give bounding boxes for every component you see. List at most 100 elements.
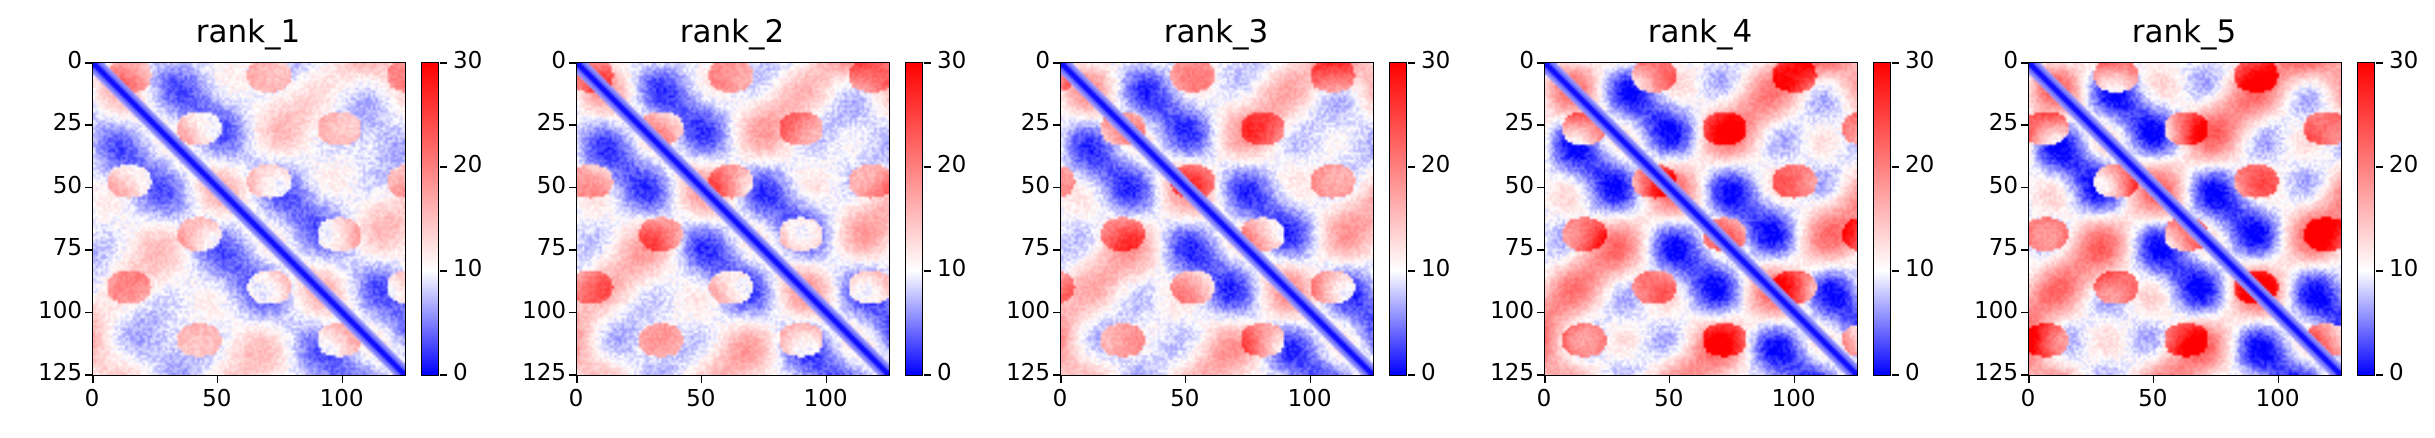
x-tick-label: 0 <box>1536 386 1552 412</box>
colorbar-tick-label: 30 <box>2389 48 2419 74</box>
panel-title: rank_2 <box>679 14 785 50</box>
y-tick-mark <box>85 186 92 189</box>
colorbar-tick-mark <box>924 166 931 168</box>
x-tick-mark <box>1060 376 1062 383</box>
y-tick-label: 125 <box>1974 360 2018 386</box>
y-tick-label: 0 <box>1519 48 1534 74</box>
colorbar-tick-label: 20 <box>1421 152 1451 178</box>
y-tick-mark <box>2021 186 2028 189</box>
colorbar-tick-label: 20 <box>937 152 967 178</box>
heatmap-image <box>2029 63 2341 375</box>
y-tick-mark <box>85 374 92 376</box>
y-tick-mark <box>85 311 92 314</box>
colorbar-tick-label: 10 <box>937 256 967 282</box>
y-tick-mark <box>1537 186 1544 189</box>
heatmap-area <box>2028 62 2342 376</box>
y-tick-mark <box>2021 62 2028 64</box>
y-tick-mark <box>1053 249 1060 251</box>
colorbar-tick-label: 10 <box>2389 256 2419 282</box>
colorbar-tick-label: 10 <box>1905 256 1935 282</box>
panel-title: rank_5 <box>2131 14 2237 50</box>
x-tick-mark <box>1184 376 1187 383</box>
y-tick-label: 125 <box>1006 360 1050 386</box>
heatmap-panel: rank_4 0 25 50 75 100 125 0 50 100 0 10 20 30 <box>1452 0 1935 438</box>
colorbar-tick-label: 0 <box>937 360 952 386</box>
y-tick-label: 100 <box>38 297 82 324</box>
x-tick-label: 0 <box>2020 386 2036 412</box>
colorbar-tick-label: 10 <box>1421 256 1451 282</box>
y-tick-label: 100 <box>1490 297 1534 324</box>
colorbar <box>421 62 439 376</box>
colorbar-tick-label: 30 <box>937 48 967 74</box>
colorbar-tick-mark <box>1892 270 1899 272</box>
colorbar-tick-label: 30 <box>1421 48 1451 74</box>
colorbar-tick-mark <box>440 374 447 376</box>
panel-title: rank_3 <box>1163 14 1269 50</box>
x-tick-label: 0 <box>568 386 584 412</box>
x-tick-mark <box>2277 376 2280 383</box>
y-tick-mark <box>1053 374 1060 376</box>
heatmap-image <box>93 63 405 375</box>
y-tick-label: 100 <box>522 297 566 324</box>
colorbar-tick-mark <box>2376 62 2383 64</box>
colorbar-tick-label: 10 <box>453 256 483 282</box>
heatmap-area <box>576 62 890 376</box>
x-tick-label: 100 <box>2255 386 2300 412</box>
colorbar-tick-label: 30 <box>453 48 483 74</box>
y-tick-mark <box>1053 124 1060 126</box>
x-tick-mark <box>92 376 94 383</box>
x-tick-label: 50 <box>686 386 716 412</box>
colorbar-tick-mark <box>2376 166 2383 168</box>
heatmap-panel: rank_3 0 25 50 75 100 125 0 50 100 0 10 20 30 <box>968 0 1451 438</box>
y-tick-mark <box>569 374 576 376</box>
y-tick-label: 75 <box>1020 235 1050 262</box>
x-tick-mark <box>1793 376 1796 383</box>
y-tick-mark <box>2021 124 2028 126</box>
y-tick-label: 50 <box>52 172 82 199</box>
colorbar-tick-label: 20 <box>1905 152 1935 178</box>
x-tick-mark <box>1668 376 1671 383</box>
y-tick-mark <box>569 186 576 189</box>
colorbar <box>905 62 923 376</box>
y-tick-label: 25 <box>1988 110 2018 137</box>
panel-title: rank_1 <box>195 14 301 50</box>
y-tick-label: 100 <box>1006 297 1050 324</box>
x-tick-label: 50 <box>2138 386 2168 412</box>
colorbar <box>2357 62 2375 376</box>
y-tick-mark <box>1537 62 1544 64</box>
y-tick-mark <box>85 62 92 64</box>
colorbar-tick-mark <box>2376 270 2383 272</box>
x-tick-mark <box>341 376 344 383</box>
y-tick-label: 50 <box>1988 172 2018 199</box>
colorbar-tick-mark <box>924 62 931 64</box>
colorbar-tick-label: 0 <box>2389 360 2404 386</box>
y-tick-label: 75 <box>52 235 82 262</box>
x-tick-label: 100 <box>1771 386 1816 412</box>
y-tick-label: 25 <box>1504 110 1534 137</box>
y-tick-mark <box>2021 249 2028 251</box>
y-tick-mark <box>85 249 92 251</box>
y-tick-mark <box>1537 311 1544 314</box>
colorbar <box>1873 62 1891 376</box>
x-tick-mark <box>576 376 578 383</box>
colorbar-tick-mark <box>924 374 931 376</box>
x-tick-mark <box>700 376 703 383</box>
colorbar-tick-mark <box>1892 374 1899 376</box>
y-tick-label: 0 <box>1035 48 1050 74</box>
x-tick-label: 100 <box>319 386 364 412</box>
heatmap-image <box>1545 63 1857 375</box>
heatmap-panel: rank_2 0 25 50 75 100 125 0 50 100 0 10 20 30 <box>484 0 967 438</box>
colorbar-tick-mark <box>1892 166 1899 168</box>
y-tick-label: 50 <box>1020 172 1050 199</box>
x-tick-label: 50 <box>202 386 232 412</box>
colorbar-tick-mark <box>1408 166 1415 168</box>
y-tick-label: 50 <box>536 172 566 199</box>
y-tick-mark <box>1053 62 1060 64</box>
panel-title: rank_4 <box>1647 14 1753 50</box>
y-tick-label: 25 <box>536 110 566 137</box>
colorbar-tick-mark <box>1892 62 1899 64</box>
x-tick-label: 100 <box>1287 386 1332 412</box>
colorbar-tick-mark <box>1408 270 1415 272</box>
y-tick-label: 125 <box>1490 360 1534 386</box>
